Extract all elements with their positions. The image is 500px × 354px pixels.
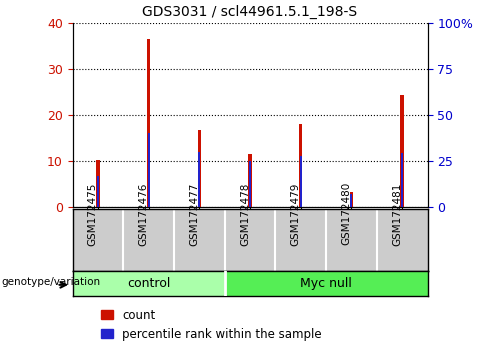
Bar [299, 124, 302, 207]
Bar [248, 154, 252, 207]
Bar [249, 161, 251, 207]
Text: GSM172475: GSM172475 [88, 182, 98, 246]
Bar [300, 156, 302, 207]
Text: GSM172479: GSM172479 [290, 182, 300, 246]
Bar [350, 194, 352, 207]
Text: GSM172477: GSM172477 [190, 182, 200, 246]
Text: GSM172476: GSM172476 [138, 182, 148, 246]
Bar [401, 153, 403, 207]
Bar [97, 176, 99, 207]
Bar [350, 192, 353, 207]
Bar [96, 160, 100, 207]
Text: GSM172478: GSM172478 [240, 182, 250, 246]
Text: GSM172480: GSM172480 [342, 182, 351, 245]
Text: GSM172481: GSM172481 [392, 182, 402, 246]
Bar [148, 132, 150, 207]
Title: GDS3031 / scl44961.5.1_198-S: GDS3031 / scl44961.5.1_198-S [142, 5, 358, 19]
Bar [198, 152, 200, 207]
Bar [400, 95, 404, 207]
Bar [147, 39, 150, 207]
Bar [198, 130, 201, 207]
Text: Myc null: Myc null [300, 277, 352, 290]
Legend: count, percentile rank within the sample: count, percentile rank within the sample [96, 304, 326, 345]
Text: control: control [127, 277, 170, 290]
Text: genotype/variation: genotype/variation [2, 277, 100, 287]
Bar [72, 271, 225, 296]
Bar [224, 271, 428, 296]
